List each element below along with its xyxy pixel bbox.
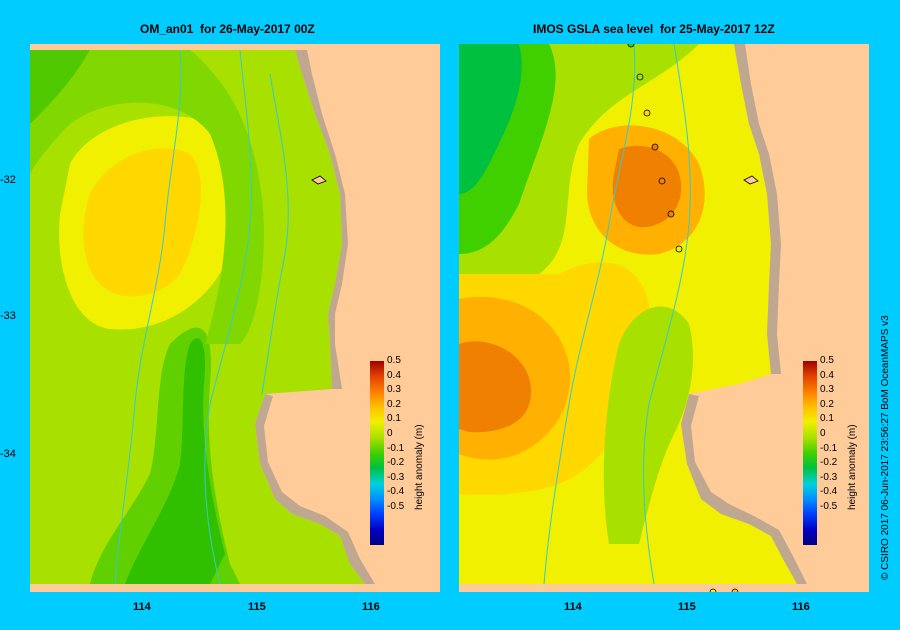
colorbar-tick-label: -0.5 bbox=[820, 500, 838, 512]
bathymetry-contour bbox=[114, 49, 182, 585]
colorbar-tick-label: 0.5 bbox=[820, 355, 834, 366]
continental-shelf bbox=[295, 50, 348, 389]
colorbar-tick-label: 0.4 bbox=[387, 369, 401, 381]
colorbar-tick-label: 0.1 bbox=[387, 413, 401, 425]
right-colorbar bbox=[803, 361, 817, 545]
colorbar-tick-label: -0.1 bbox=[820, 442, 838, 454]
x-tick-label: 116 bbox=[792, 601, 810, 613]
colorbar-tick-label: 0.4 bbox=[820, 369, 834, 381]
observation-marker bbox=[709, 588, 717, 592]
x-tick-label: 114 bbox=[564, 601, 582, 613]
colorbar-tick-label: 0.5 bbox=[387, 355, 401, 366]
left-colorbar-ticks: 0.5 0.4 0.3 0.2 0.1 0 -0.1 -0.2 -0.3 -0.4 -0.5 bbox=[387, 356, 404, 517]
right-colorbar-label: height anomaly (m) bbox=[847, 424, 858, 510]
right-panel-title: IMOS GSLA sea level for 25-May-2017 12Z bbox=[533, 22, 775, 36]
observation-marker bbox=[651, 143, 659, 151]
right-observation-map bbox=[459, 44, 869, 592]
colorbar-tick-label: 0.2 bbox=[387, 398, 401, 410]
x-tick-label: 115 bbox=[678, 601, 696, 613]
observation-marker bbox=[627, 44, 635, 48]
contour-anomaly-minus-0.10 bbox=[459, 44, 522, 194]
x-tick-label: 116 bbox=[362, 601, 380, 613]
contour-anomaly-0.25 bbox=[459, 341, 532, 433]
left-colorbar-label: height anomaly (m) bbox=[414, 424, 425, 510]
colorbar-tick-label: 0.1 bbox=[820, 413, 834, 425]
observation-marker bbox=[675, 245, 683, 253]
colorbar-tick-label: 0.3 bbox=[387, 384, 401, 396]
contour-anomaly-0.15 bbox=[83, 148, 201, 297]
observation-marker bbox=[643, 109, 651, 117]
left-panel-title: OM_an01 for 26-May-2017 00Z bbox=[140, 22, 315, 36]
y-tick-label: -32 bbox=[0, 174, 16, 186]
colorbar-tick-label: -0.4 bbox=[387, 486, 405, 498]
rottnest-island-icon bbox=[743, 175, 759, 185]
colorbar-tick-label: -0.5 bbox=[387, 500, 405, 512]
colorbar-tick-label: 0 bbox=[820, 427, 826, 439]
bathymetry-contour bbox=[204, 49, 252, 585]
colorbar-tick-label: -0.3 bbox=[820, 471, 838, 483]
observation-marker bbox=[658, 177, 666, 185]
continental-shelf bbox=[255, 394, 375, 584]
bathymetry-contour bbox=[543, 44, 636, 585]
contour-anomaly-0.05 bbox=[30, 50, 264, 344]
bathymetry-contour bbox=[261, 73, 289, 395]
colorbar-tick-label: -0.2 bbox=[820, 457, 838, 469]
observation-marker bbox=[636, 73, 644, 81]
continental-shelf bbox=[734, 44, 781, 374]
colorbar-tick-label: -0.2 bbox=[387, 457, 405, 469]
contour-anomaly-0.25 bbox=[612, 145, 682, 228]
colorbar-tick-label: 0.3 bbox=[820, 384, 834, 396]
contour-anomaly-0.00 bbox=[603, 306, 694, 544]
x-tick-label: 114 bbox=[133, 601, 151, 613]
bathymetry-contour bbox=[643, 44, 691, 585]
contour-anomaly-minus-0.05 bbox=[125, 338, 225, 584]
y-tick-label: -34 bbox=[0, 448, 16, 460]
colorbar-tick-label: -0.1 bbox=[387, 442, 405, 454]
rottnest-island-icon bbox=[311, 175, 327, 185]
left-colorbar bbox=[370, 361, 384, 545]
colorbar-tick-label: -0.3 bbox=[387, 471, 405, 483]
y-tick-label: -33 bbox=[0, 310, 16, 322]
contour-anomaly-minus-0.02 bbox=[30, 50, 90, 124]
observation-marker bbox=[667, 210, 675, 218]
colorbar-tick-label: 0 bbox=[387, 427, 393, 439]
colorbar-tick-label: 0.2 bbox=[820, 398, 834, 410]
observation-marker bbox=[731, 588, 739, 592]
credit-text: © CSIRO 2017 06-Jun-2017 23:56:27 BoM Oc… bbox=[880, 315, 891, 580]
colorbar-tick-label: -0.4 bbox=[820, 486, 838, 498]
right-colorbar-ticks: 0.5 0.4 0.3 0.2 0.1 0 -0.1 -0.2 -0.3 -0.4 -0.5 bbox=[820, 356, 837, 517]
x-tick-label: 115 bbox=[248, 601, 266, 613]
continental-shelf bbox=[681, 394, 807, 584]
left-model-map bbox=[30, 44, 440, 592]
